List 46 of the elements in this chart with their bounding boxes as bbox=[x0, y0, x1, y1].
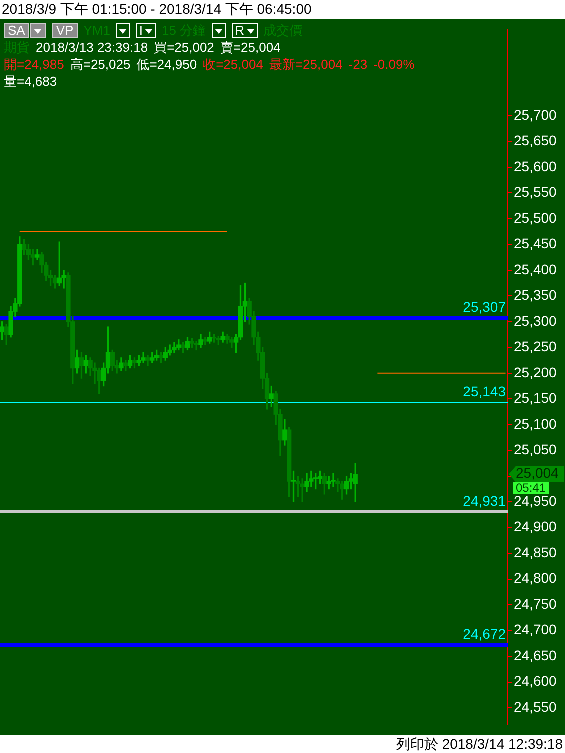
y-tick-label: 25,650 bbox=[514, 132, 558, 149]
y-tick-label: 24,750 bbox=[514, 596, 558, 612]
y-tick-label: 25,500 bbox=[514, 210, 558, 226]
y-tick-label: 24,950 bbox=[514, 492, 558, 509]
y-tick-label: 24,900 bbox=[514, 518, 558, 535]
annotation: R bbox=[232, 23, 258, 38]
ref-line-label: 24,931 bbox=[463, 492, 506, 509]
annotation: 收=25,004 bbox=[203, 57, 264, 72]
text: 25,004 bbox=[516, 465, 560, 482]
y-tick-label: 24,650 bbox=[514, 647, 558, 664]
y-tick-label: 25,250 bbox=[514, 338, 558, 355]
annotation: -0.09% bbox=[374, 57, 415, 72]
text: 列印於 2018/3/14 12:39:18 bbox=[396, 736, 563, 753]
annotation: 賣=25,004 bbox=[220, 40, 281, 56]
annotation: I bbox=[136, 23, 156, 38]
y-tick-label: 24,700 bbox=[514, 622, 558, 638]
annotation: 最新=25,004 bbox=[269, 57, 343, 72]
y-tick-label: 25,600 bbox=[514, 158, 558, 174]
y-tick-label: 24,600 bbox=[514, 673, 558, 690]
y-tick-label: 24,550 bbox=[514, 698, 558, 715]
ref-line-label: 25,143 bbox=[463, 384, 506, 400]
y-tick-label: 25,050 bbox=[514, 442, 558, 458]
annotation: SA bbox=[4, 23, 30, 38]
y-tick-label: 25,550 bbox=[514, 184, 558, 200]
annotation: 高=25,025 bbox=[70, 57, 131, 72]
y-tick-label: 24,850 bbox=[514, 544, 558, 560]
chart-title: 2018/3/9 下午 01:15:00 - 2018/3/14 下午 06:45:00 bbox=[2, 1, 312, 19]
annotation: 量=4,683 bbox=[4, 74, 58, 90]
ref-line-label: 25,307 bbox=[463, 299, 506, 316]
annotation: 低=24,950 bbox=[136, 57, 198, 72]
text: 05:41 bbox=[513, 481, 550, 496]
y-tick-label: 24,800 bbox=[514, 570, 558, 586]
annotation: VP bbox=[52, 23, 78, 38]
y-tick-label: 25,100 bbox=[514, 416, 558, 432]
annotation: 開=24,985 bbox=[4, 57, 64, 72]
y-tick-label: 25,700 bbox=[514, 106, 558, 123]
annotation: 買=25,002 bbox=[154, 40, 214, 56]
ref-line-label: 24,672 bbox=[463, 626, 506, 642]
y-tick-label: 25,400 bbox=[514, 261, 558, 278]
y-tick-label: 25,200 bbox=[514, 364, 558, 380]
y-tick-label: 25,450 bbox=[514, 236, 558, 252]
annotation: 2018/3/13 23:39:18 bbox=[36, 40, 148, 56]
annotation: -23 bbox=[348, 57, 368, 72]
y-tick-label: 25,300 bbox=[514, 312, 558, 329]
y-tick-label: 25,150 bbox=[514, 390, 558, 406]
y-tick-label: 25,350 bbox=[514, 287, 558, 304]
